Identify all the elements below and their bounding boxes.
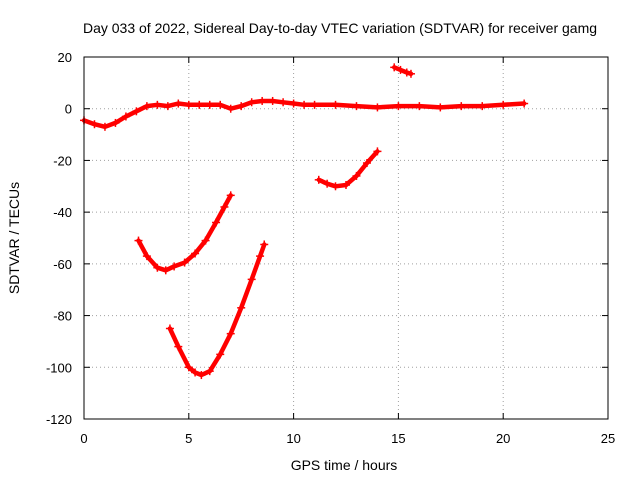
y-tick-label: 0 [65, 102, 72, 117]
y-tick-label: -100 [46, 360, 72, 375]
data-point [174, 99, 183, 108]
data-point [247, 98, 256, 107]
y-tick-label: 20 [58, 50, 72, 65]
data-point [260, 240, 269, 249]
data-point [499, 100, 508, 109]
data-point [478, 102, 487, 111]
data-point [134, 236, 143, 245]
data-point [195, 100, 204, 109]
x-axis-title: GPS time / hours [291, 457, 398, 473]
data-point [394, 102, 403, 111]
data-point [153, 100, 162, 109]
data-point [323, 179, 332, 188]
y-tick-label: -80 [53, 309, 72, 324]
data-point [268, 96, 277, 105]
data-point [331, 100, 340, 109]
data-point [373, 147, 382, 156]
y-axis-title: SDTVAR / TECUs [6, 182, 22, 294]
data-point [161, 266, 170, 275]
x-tick-label: 15 [391, 431, 405, 446]
data-point [402, 68, 411, 77]
series-arc-12h [314, 147, 382, 191]
data-point [191, 249, 200, 258]
data-point [90, 120, 99, 129]
data-point [165, 324, 174, 333]
data-point [121, 112, 130, 121]
data-point [310, 100, 319, 109]
data-point [184, 100, 193, 109]
data-point [180, 258, 189, 267]
data-point [436, 103, 445, 112]
data-point [314, 175, 323, 184]
data-point [226, 329, 235, 338]
data-point [191, 368, 200, 377]
y-axis: 20 0 -20 -40 -60 -80 -100 -120 [46, 50, 608, 427]
data-point [237, 303, 246, 312]
data-point [163, 102, 172, 111]
series-arc-15h [390, 63, 415, 78]
data-point [406, 69, 415, 78]
y-tick-label: -60 [53, 257, 72, 272]
data-point [132, 107, 141, 116]
series-arc-5h [165, 240, 269, 380]
x-tick-label: 25 [601, 431, 615, 446]
plot-frame [83, 56, 609, 420]
data-point [226, 104, 235, 113]
data-point [520, 99, 529, 108]
data-point [212, 218, 221, 227]
data-point [111, 118, 120, 127]
data-point [142, 252, 151, 261]
data-point [300, 100, 309, 109]
data-point [237, 102, 246, 111]
series-arc-near-zero [80, 96, 529, 131]
data-point [331, 182, 340, 191]
data-point [216, 100, 225, 109]
data-point [197, 371, 206, 380]
data-point [153, 263, 162, 272]
data-point [226, 191, 235, 200]
data-point [205, 367, 214, 376]
gridlines [84, 57, 608, 419]
data-point [220, 202, 229, 211]
data-point [373, 103, 382, 112]
data-point [256, 252, 265, 261]
data-point [205, 100, 214, 109]
data-point [279, 98, 288, 107]
x-tick-label: 20 [496, 431, 510, 446]
data-point [184, 363, 193, 372]
x-tick-label: 0 [80, 431, 87, 446]
data-point [390, 63, 399, 72]
data-point [342, 180, 350, 189]
x-tick-label: 10 [286, 431, 300, 446]
y-tick-label: -40 [53, 205, 72, 220]
data-point [247, 275, 256, 284]
data-point [457, 102, 466, 111]
data-point [258, 96, 267, 105]
data-series-layer [80, 63, 529, 380]
series-trace [167, 242, 267, 378]
series-arc-4h [134, 191, 235, 275]
data-point [201, 236, 210, 245]
x-tick-label: 5 [185, 431, 192, 446]
data-point [170, 262, 179, 271]
data-point [216, 350, 225, 359]
data-point [174, 342, 183, 351]
data-point [352, 102, 361, 111]
data-point [415, 102, 424, 111]
data-point [289, 99, 298, 108]
data-point [142, 102, 151, 111]
x-axis: 0 5 10 15 20 25 [80, 57, 615, 446]
data-point [362, 159, 371, 168]
chart-title: Day 033 of 2022, Sidereal Day-to-day VTE… [83, 20, 597, 36]
y-tick-label: -120 [46, 412, 72, 427]
data-point [396, 65, 405, 74]
data-point [100, 122, 109, 131]
data-point [352, 171, 361, 180]
y-tick-label: -20 [53, 153, 72, 168]
